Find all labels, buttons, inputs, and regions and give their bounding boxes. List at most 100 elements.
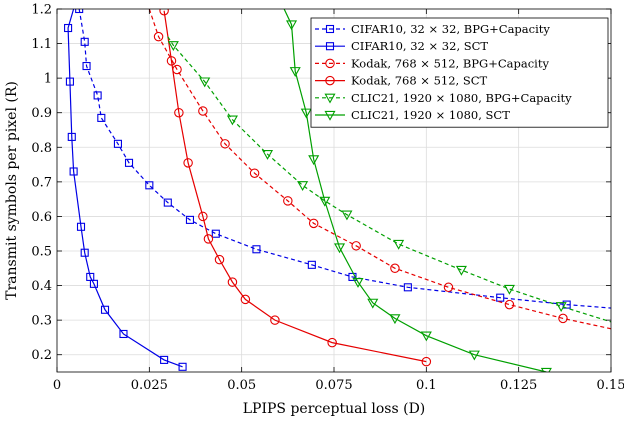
series-0 bbox=[75, 9, 611, 309]
y-tick-label: 0.7 bbox=[31, 175, 52, 190]
data-point-marker bbox=[89, 279, 98, 288]
data-point-marker bbox=[300, 108, 312, 119]
data-point-marker bbox=[297, 181, 309, 192]
y-tick-label: 0.8 bbox=[31, 141, 52, 156]
data-point-marker bbox=[504, 299, 515, 310]
legend: CIFAR10, 32 × 32, BPG+Capacity CIFAR10, 3… bbox=[310, 17, 609, 128]
legend-marker bbox=[325, 42, 335, 51]
series-4 bbox=[167, 36, 611, 323]
data-point-marker bbox=[227, 277, 238, 287]
data-point-marker bbox=[307, 260, 316, 269]
y-tick-label: 1 bbox=[44, 72, 52, 87]
data-point-marker bbox=[80, 37, 89, 46]
data-point-marker bbox=[214, 254, 225, 265]
y-tick-label: 0.4 bbox=[31, 279, 52, 294]
legend-item: Kodak, 768 × 512, SCT bbox=[315, 74, 488, 88]
data-point-marker bbox=[283, 196, 293, 206]
legend-label: Kodak, 768 × 512, BPG+Capacity bbox=[351, 56, 549, 70]
data-point-marker bbox=[562, 300, 571, 309]
data-point-marker bbox=[327, 337, 337, 348]
data-point-marker bbox=[64, 23, 73, 33]
data-point-marker bbox=[199, 77, 211, 88]
series-line bbox=[148, 9, 611, 330]
data-point-marker bbox=[348, 272, 357, 281]
data-point-marker bbox=[160, 355, 169, 364]
data-point-marker bbox=[403, 283, 412, 292]
series-1 bbox=[64, 9, 187, 371]
data-point-marker bbox=[420, 331, 432, 342]
series-line bbox=[163, 10, 427, 363]
data-point-marker bbox=[97, 113, 106, 122]
data-point-marker bbox=[555, 302, 567, 313]
data-point-marker bbox=[174, 107, 184, 118]
data-point-marker bbox=[124, 158, 134, 167]
data-point-marker bbox=[211, 229, 220, 238]
y-tick-label: 0.3 bbox=[31, 314, 52, 329]
legend-item: CIFAR10, 32 × 32, BPG+Capacity bbox=[315, 22, 550, 36]
data-point-marker bbox=[145, 181, 154, 190]
series-line bbox=[283, 9, 547, 372]
x-tick-label: 0.15 bbox=[597, 378, 624, 393]
y-tick-label: 1.2 bbox=[31, 3, 52, 18]
data-point-marker bbox=[80, 248, 89, 257]
data-point-marker bbox=[226, 115, 238, 126]
legend-marker bbox=[324, 110, 336, 121]
data-point-marker bbox=[455, 265, 467, 276]
legend-item: Kodak, 768 × 512, BPG+Capacity bbox=[315, 56, 549, 70]
data-point-marker bbox=[93, 91, 102, 100]
legend-label: CIFAR10, 32 × 32, SCT bbox=[351, 39, 488, 53]
data-point-marker bbox=[75, 9, 84, 14]
data-point-marker bbox=[285, 20, 298, 31]
series-3 bbox=[159, 9, 432, 367]
legend-label: Kodak, 768 × 512, SCT bbox=[351, 74, 488, 88]
x-tick-label: 0.125 bbox=[500, 378, 537, 393]
data-point-marker bbox=[203, 234, 214, 244]
data-point-marker bbox=[159, 9, 169, 16]
x-tick-label: 0.075 bbox=[315, 378, 352, 393]
data-point-marker bbox=[341, 210, 353, 221]
data-point-marker bbox=[496, 293, 505, 302]
x-tick-label: 0.1 bbox=[416, 378, 437, 393]
data-point-marker bbox=[153, 31, 164, 42]
data-point-marker bbox=[167, 41, 179, 52]
data-point-marker bbox=[76, 222, 86, 231]
axes: 0 0.025 0.05 0.075 0.1 0.125 0.15 0.2 0.3 0.4 0.5 0… bbox=[31, 3, 624, 394]
data-point-marker bbox=[351, 241, 361, 251]
y-tick-label: 0.9 bbox=[31, 106, 52, 121]
legend-item: CLIC21, 1920 × 1080, BPG+Capacity bbox=[315, 91, 572, 105]
data-point-marker bbox=[503, 284, 515, 295]
data-point-marker bbox=[389, 314, 401, 325]
data-point-marker bbox=[393, 239, 405, 250]
series-5 bbox=[283, 9, 552, 372]
data-point-marker bbox=[240, 294, 251, 305]
data-point-marker bbox=[166, 56, 177, 66]
data-point-marker bbox=[468, 350, 480, 361]
legend-item: CIFAR10, 32 × 32, SCT bbox=[315, 39, 488, 53]
series-line bbox=[167, 36, 611, 323]
data-point-marker bbox=[352, 277, 364, 288]
x-axis-title: LPIPS perceptual loss (D) bbox=[243, 401, 426, 417]
data-point-marker bbox=[163, 198, 172, 207]
data-point-marker bbox=[252, 245, 261, 254]
y-tick-label: 0.5 bbox=[31, 245, 52, 260]
x-tick-label: 0.05 bbox=[227, 378, 256, 393]
data-point-marker bbox=[421, 356, 432, 367]
data-point-marker bbox=[65, 77, 74, 86]
legend-marker bbox=[324, 93, 336, 104]
data-point-marker bbox=[198, 106, 208, 116]
data-point-marker bbox=[100, 305, 110, 314]
data-point-marker bbox=[198, 211, 208, 222]
data-point-marker bbox=[558, 313, 568, 324]
legend-label: CLIC21, 1920 × 1080, SCT bbox=[351, 108, 510, 122]
y-tick-label: 0.6 bbox=[31, 210, 52, 225]
data-point-marker bbox=[390, 263, 400, 274]
data-point-marker bbox=[69, 167, 78, 176]
legend-label: CLIC21, 1920 × 1080, BPG+Capacity bbox=[351, 91, 572, 105]
data-point-marker bbox=[308, 218, 319, 229]
data-point-marker bbox=[270, 315, 280, 325]
data-point-marker bbox=[334, 243, 346, 254]
data-point-marker bbox=[119, 329, 128, 339]
x-tick-label: 0.025 bbox=[131, 378, 168, 393]
data-point-marker bbox=[443, 282, 454, 293]
